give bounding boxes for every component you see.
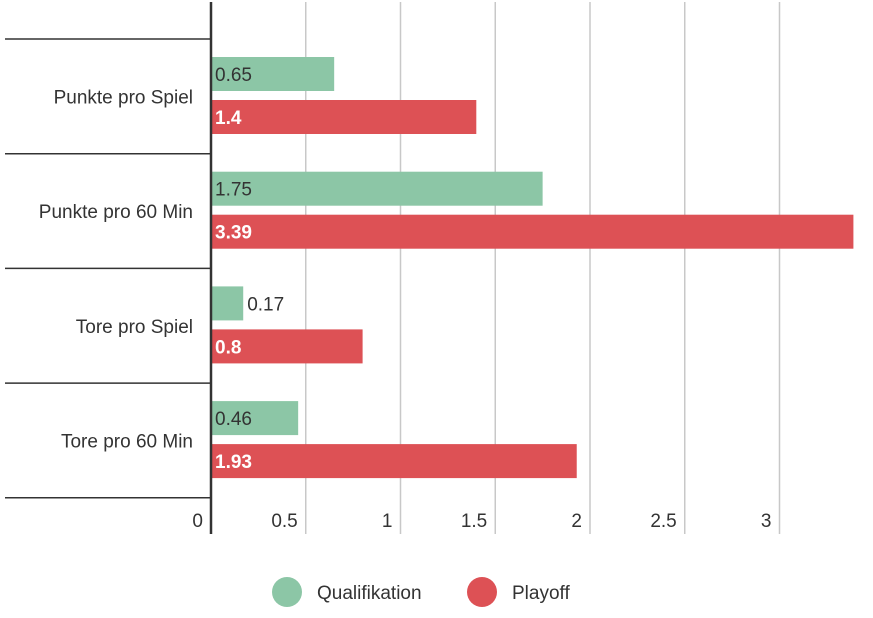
legend: Qualifikation Playoff: [272, 577, 570, 607]
category-separators: [5, 38, 211, 499]
x-tick-label-3: 1.5: [461, 511, 487, 532]
bar-qualifikation-0: [211, 57, 335, 91]
x-tick-label-2: 1: [382, 511, 393, 532]
legend-label-playoff: Playoff: [512, 583, 570, 604]
bar-playoff-0: [211, 100, 477, 134]
category-label-2: Tore pro Spiel: [76, 317, 193, 338]
legend-label-qualifikation: Qualifikation: [317, 583, 422, 604]
data-label-qualifikation-1: 1.75: [215, 180, 252, 201]
category-label-3: Tore pro 60 Min: [61, 431, 193, 452]
data-label-playoff-2: 0.8: [215, 337, 241, 358]
data-label-qualifikation-0: 0.65: [215, 65, 252, 86]
x-tick-label-1: 0.5: [271, 511, 297, 532]
bar-playoff-3: [211, 444, 577, 479]
bars: [211, 57, 854, 479]
data-label-playoff-0: 1.4: [215, 108, 242, 129]
category-label-0: Punkte pro Spiel: [54, 87, 193, 108]
data-label-qualifikation-2: 0.17: [247, 294, 284, 315]
data-label-qualifikation-3: 0.46: [215, 409, 252, 430]
category-labels: Punkte pro Spiel Punkte pro 60 Min Tore pr…: [39, 87, 193, 452]
bar-playoff-2: [211, 329, 363, 364]
x-tick-label-4: 2: [571, 511, 582, 532]
x-tick-label-5: 2.5: [650, 511, 676, 532]
bar-qualifikation-2: [211, 286, 244, 321]
bar-qualifikation-3: [211, 401, 299, 436]
data-label-playoff-1: 3.39: [215, 223, 252, 244]
data-label-playoff-3: 1.93: [215, 452, 252, 473]
x-axis-ticks: 0 0.5 1 1.5 2 2.5 3: [192, 511, 771, 532]
bar-qualifikation-1: [211, 171, 543, 206]
legend-marker-qualifikation: [272, 577, 302, 607]
legend-marker-playoff: [467, 577, 497, 607]
category-label-1: Punkte pro 60 Min: [39, 202, 193, 223]
x-tick-label-0: 0: [192, 511, 203, 532]
data-labels: 0.65 1.4 1.75 3.39 0.17 0.8 0.46 1.93: [215, 65, 284, 473]
x-tick-label-6: 3: [761, 511, 772, 532]
bar-playoff-1: [211, 214, 854, 249]
